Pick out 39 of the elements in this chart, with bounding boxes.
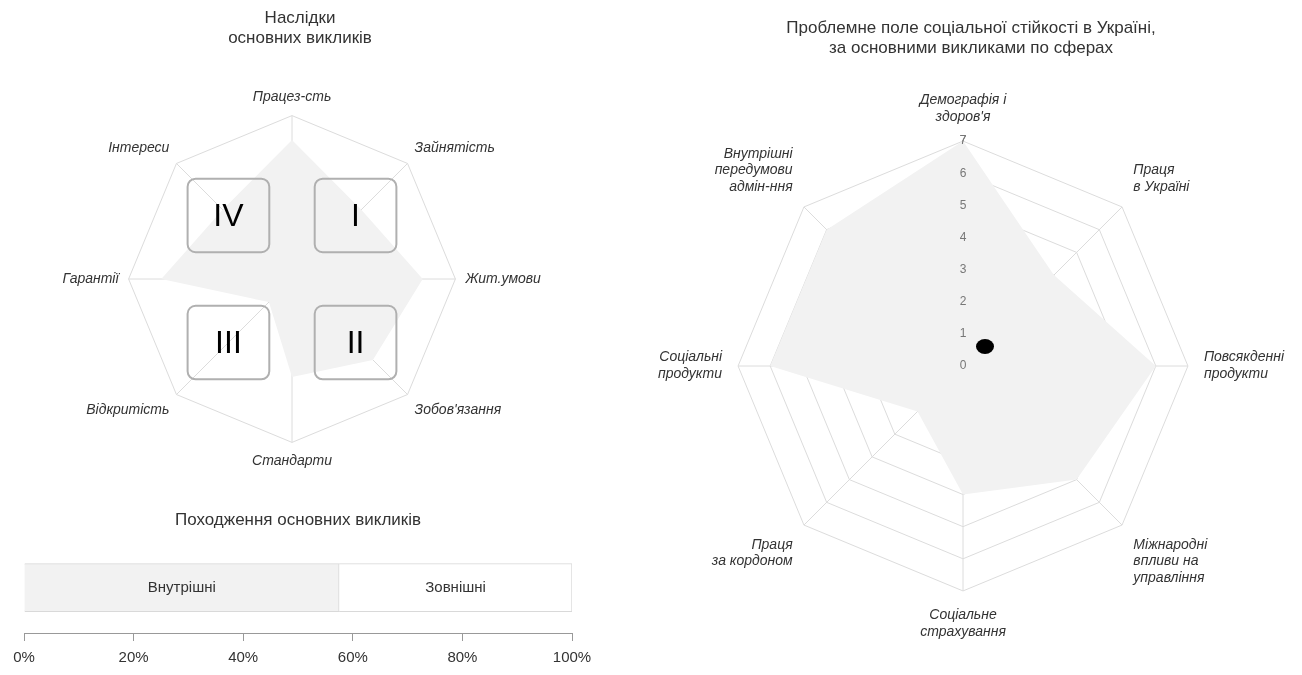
spoke-label: Соціальні продукти [657, 348, 723, 382]
y-tick-label: 2 [959, 294, 967, 309]
spoke-label: Праця в Україні [1133, 161, 1191, 195]
text: II [346, 324, 365, 361]
x-tick-label: 20% [118, 648, 149, 666]
spoke-label: Зобов'язання [414, 400, 502, 417]
text: IV [213, 197, 245, 234]
y-tick-label: 1 [959, 326, 967, 341]
spoke-label: Демографія і здоров'я [917, 90, 1008, 124]
y-tick-label: 0 [959, 358, 967, 373]
y-tick-label: 7 [959, 133, 967, 148]
chart-title: Походження основних викликів [174, 509, 422, 529]
spoke-label: Працез-сть [252, 88, 332, 105]
chart-title: Наслідки основних викликів [228, 7, 372, 48]
y-tick-label: 4 [959, 229, 967, 244]
spoke-label: Повсякденні продукти [1203, 348, 1285, 382]
spoke-label: Внутрішні передумови адмін-ння [714, 144, 794, 195]
spoke-label: Соціальне страхування [920, 606, 1007, 640]
spoke-label: Праця за кордоном [710, 535, 794, 569]
x-tick-label: 40% [228, 648, 259, 666]
text: III [215, 324, 242, 361]
y-tick-label: 3 [959, 261, 967, 276]
text: I [351, 197, 360, 234]
x-tick-label: 0% [13, 648, 35, 666]
x-tick-label: 80% [447, 648, 478, 666]
y-tick-label: 6 [959, 165, 967, 180]
spoke-label: Відкритість [86, 400, 170, 417]
series-label: Внутрішні [147, 577, 216, 595]
spoke-label: Гарантії [62, 269, 121, 286]
spoke-label: Інтереси [108, 138, 170, 155]
spoke-label: Міжнародні впливи на управління [1132, 535, 1209, 586]
chart-title: Проблемне поле соціальної стійкості в Україні, за основними викликами по сферах [786, 17, 1156, 58]
x-tick-label: 100% [552, 648, 592, 666]
spoke-label: Зайнятість [414, 138, 495, 155]
y-tick-label: 5 [959, 197, 967, 212]
spoke-label: Стандарти [252, 451, 333, 468]
spoke-label: Жит.умови [464, 269, 542, 286]
series-label: Зовнішні [425, 577, 486, 595]
x-tick-label: 60% [337, 648, 368, 666]
